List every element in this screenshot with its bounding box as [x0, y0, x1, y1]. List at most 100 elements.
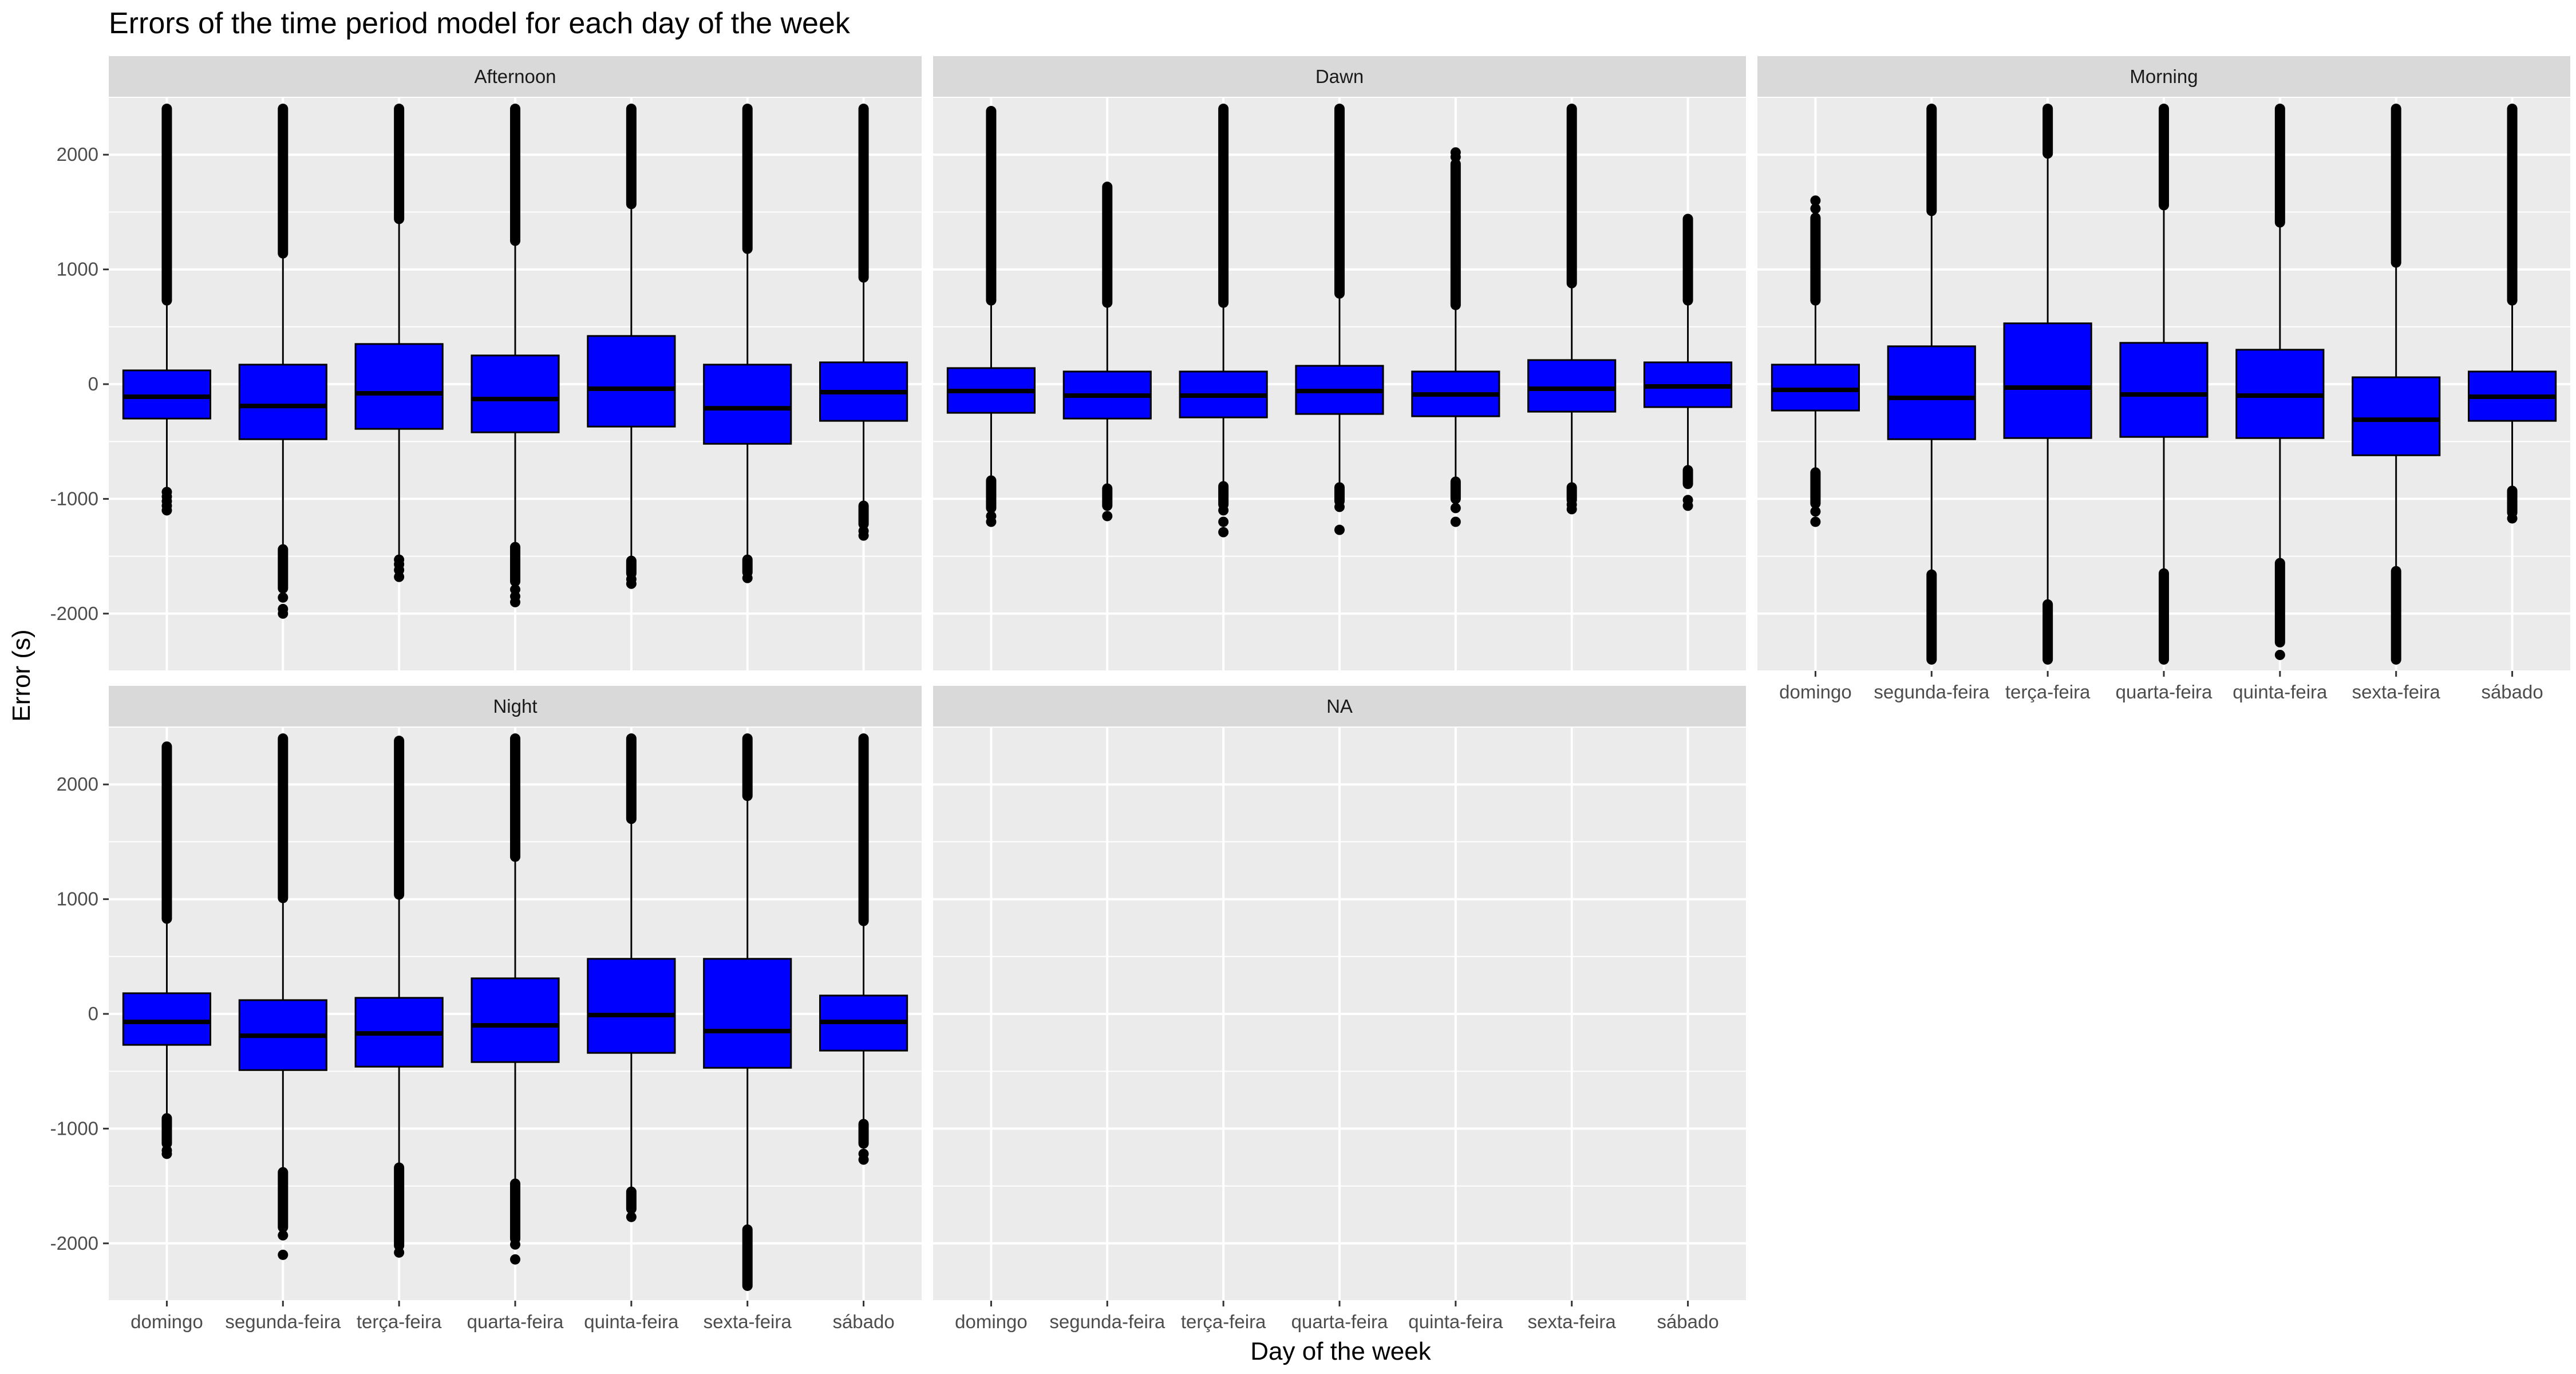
outlier-cluster-high [1334, 104, 1345, 299]
outlier-point [278, 592, 289, 603]
boxplot-quinta-feira [587, 733, 676, 1222]
outlier-cluster-low [510, 542, 520, 587]
outlier-point [1810, 516, 1821, 527]
outlier-point [1334, 502, 1345, 512]
outlier-cluster-high [1926, 104, 1937, 216]
x-tick-label: domingo [131, 1311, 203, 1332]
outlier-cluster-high [742, 104, 753, 254]
y-tick-label: -2000 [50, 1233, 98, 1254]
box-iqr [2119, 342, 2208, 438]
x-tick-label: sexta-feira [704, 1311, 792, 1332]
x-tick-label: segunda-feira [1049, 1311, 1165, 1332]
x-tick-label: quarta-feira [467, 1311, 564, 1332]
outlier-cluster-low [742, 554, 753, 578]
box-iqr [1887, 345, 1976, 440]
outlier-point [1450, 147, 1461, 158]
outlier-cluster-low [1334, 482, 1345, 507]
y-axis-title: Error (s) [7, 629, 35, 721]
x-tick-label: domingo [1779, 681, 1852, 702]
outlier-cluster-low [858, 500, 869, 530]
outlier-point [1810, 195, 1821, 206]
outlier-cluster-low [742, 1224, 753, 1291]
facet-panels: Afternoon -2000 -1000 0 1000 2000 Dawn Morning d… [50, 56, 2570, 1332]
facet-strip [109, 56, 922, 97]
outlier-point [1450, 516, 1461, 527]
y-tick-label: 0 [88, 373, 98, 394]
boxplot-domingo [1771, 195, 1860, 527]
outlier-point [510, 1254, 520, 1265]
x-tick-label: sábado [2481, 681, 2543, 702]
outlier-cluster-high [626, 733, 637, 824]
outlier-point [2274, 649, 2285, 660]
x-tick-label: sexta-feira [1528, 1311, 1617, 1332]
outlier-cluster-high [626, 104, 637, 210]
outlier-point [278, 608, 289, 619]
outlier-cluster-low [858, 1119, 869, 1149]
box-iqr [2352, 376, 2441, 456]
outlier-point [1810, 203, 1821, 214]
box-iqr [2003, 322, 2092, 439]
facet-strip [109, 686, 922, 727]
outlier-cluster-low [510, 1178, 520, 1244]
facet-strip [1757, 56, 2570, 97]
y-tick-label: 0 [88, 1003, 98, 1024]
y-tick-label: -1000 [50, 488, 98, 509]
outlier-cluster-low [2159, 568, 2169, 665]
facet-panel-na: NA domingo segunda-feira terça-feira quarta-… [933, 686, 1746, 1332]
outlier-point [2507, 513, 2518, 524]
boxplot-terça-feira [1179, 104, 1268, 538]
y-tick-label: 2000 [57, 144, 98, 165]
outlier-cluster-low [986, 475, 997, 514]
outlier-point [161, 505, 172, 516]
y-tick-label: 2000 [57, 773, 98, 795]
outlier-point [1218, 505, 1229, 516]
outlier-cluster-low [278, 1167, 289, 1233]
x-tick-label: quarta-feira [1291, 1311, 1388, 1332]
outlier-cluster-low [1450, 476, 1461, 504]
boxplot-sábado [819, 733, 908, 1165]
box-iqr [703, 958, 792, 1069]
box-iqr [471, 977, 560, 1063]
box-iqr [587, 958, 676, 1054]
outlier-cluster-high [510, 104, 520, 246]
facet-strip-label: Morning [2129, 66, 2198, 87]
box-iqr [1527, 359, 1617, 413]
outlier-point [858, 1154, 869, 1165]
boxplot-sexta-feira [1527, 104, 1617, 515]
x-tick-label: quarta-feira [2116, 681, 2212, 702]
outlier-point [742, 572, 753, 583]
boxplot-quinta-feira [2235, 104, 2325, 660]
boxplot-domingo [946, 106, 1036, 527]
boxplot-segunda-feira [238, 733, 327, 1260]
outlier-point [394, 1247, 405, 1258]
boxplot-segunda-feira [1062, 181, 1152, 522]
x-tick-label: terça-feira [2005, 681, 2091, 702]
x-tick-label: quinta-feira [584, 1311, 679, 1332]
box-iqr [122, 992, 211, 1046]
outlier-cluster-high [394, 736, 405, 900]
boxplot-domingo [122, 104, 211, 516]
x-tick-label: quinta-feira [1408, 1311, 1503, 1332]
outlier-cluster-low [394, 1162, 405, 1251]
facet-strip-label: Night [493, 696, 537, 717]
outlier-cluster-low [2507, 485, 2518, 518]
outlier-cluster-low [2391, 566, 2401, 665]
outlier-point [1218, 516, 1229, 527]
outlier-cluster-high [510, 733, 520, 862]
outlier-cluster-low [1566, 482, 1577, 506]
outlier-cluster-high [858, 104, 869, 283]
outlier-cluster-low [1810, 467, 1821, 509]
outlier-point [626, 578, 637, 589]
outlier-point [278, 1230, 289, 1241]
box-iqr [471, 354, 560, 433]
x-tick-label: segunda-feira [1874, 681, 1989, 702]
outlier-point [161, 1148, 172, 1159]
outlier-point [1218, 527, 1229, 538]
outlier-cluster-high [1566, 104, 1577, 289]
outlier-cluster-high [278, 104, 289, 259]
outlier-point [1810, 506, 1821, 517]
y-tick-label: -2000 [50, 603, 98, 624]
outlier-cluster-low [2274, 558, 2285, 647]
outlier-cluster-high [858, 733, 869, 926]
